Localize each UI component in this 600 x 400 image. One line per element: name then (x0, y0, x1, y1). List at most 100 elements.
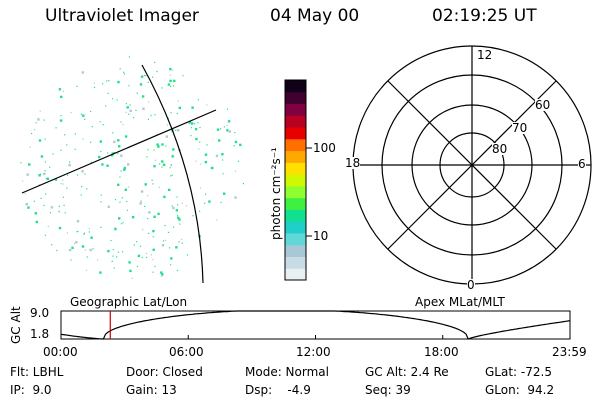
noise-speck (56, 249, 58, 252)
noise-speck (38, 139, 42, 142)
noise-speck (178, 106, 181, 110)
noise-speck (144, 205, 146, 207)
noise-speck (175, 209, 179, 212)
noise-speck (86, 269, 88, 271)
noise-speck (143, 74, 146, 77)
altitude-xtick-0000: 00:00 (43, 345, 78, 359)
noise-speck (110, 239, 112, 242)
noise-speck (129, 104, 131, 106)
noise-speck (161, 244, 165, 247)
noise-speck (128, 113, 130, 115)
noise-speck (119, 176, 121, 178)
noise-speck (43, 119, 45, 121)
colorbar-segment (285, 174, 306, 187)
noise-speck (126, 209, 128, 211)
noise-speck (170, 175, 172, 177)
noise-speck (161, 166, 163, 168)
noise-speck (222, 159, 224, 161)
noise-speck (156, 143, 159, 146)
noise-speck (88, 231, 90, 233)
noise-speck (152, 183, 154, 185)
colorbar-segment (285, 138, 306, 152)
noise-speck (153, 215, 156, 218)
noise-speck (83, 232, 86, 234)
noise-speck (234, 140, 238, 144)
noise-speck (107, 152, 109, 154)
noise-speck (86, 256, 88, 258)
noise-speck (198, 148, 200, 150)
noise-speck (68, 248, 72, 252)
noise-speck (107, 249, 110, 253)
noise-speck (90, 236, 93, 239)
noise-speck (118, 145, 121, 148)
polar-plot (352, 45, 592, 285)
noise-speck (33, 200, 35, 202)
noise-speck (171, 174, 173, 176)
noise-speck (176, 196, 178, 198)
noise-speck (140, 200, 142, 202)
noise-speck (136, 92, 138, 94)
noise-speck (131, 277, 133, 279)
noise-speck (181, 202, 183, 204)
noise-speck (51, 244, 53, 246)
noise-speck (152, 76, 154, 78)
noise-speck (93, 82, 95, 84)
noise-speck (146, 252, 148, 255)
noise-speck (206, 144, 208, 146)
noise-speck (93, 86, 96, 88)
noise-speck (111, 260, 113, 262)
noise-speck (147, 81, 149, 83)
noise-speck (40, 197, 42, 199)
noise-speck (99, 271, 102, 274)
noise-speck (80, 194, 82, 196)
noise-speck (84, 173, 86, 175)
dsp-field: Dsp: -4.9 (245, 383, 311, 397)
noise-speck (127, 163, 130, 166)
noise-speck (44, 161, 47, 163)
noise-speck (191, 122, 194, 125)
colorbar-segment (285, 244, 306, 257)
noise-speck (105, 105, 107, 107)
noise-speck (108, 80, 110, 82)
noise-speck (168, 188, 171, 192)
noise-speck (194, 123, 196, 125)
noise-speck (76, 174, 79, 176)
noise-speck (132, 117, 135, 119)
noise-speck (58, 88, 62, 91)
noise-speck (166, 124, 168, 126)
noise-speck (47, 225, 49, 227)
noise-speck (73, 242, 76, 245)
noise-speck (163, 195, 166, 199)
noise-speck (77, 230, 79, 233)
noise-speck (169, 247, 171, 249)
noise-speck (152, 259, 154, 261)
noise-speck (90, 110, 92, 113)
noise-speck (171, 205, 173, 207)
noise-speck (211, 166, 214, 170)
noise-speck (152, 248, 155, 251)
noise-speck (186, 205, 188, 207)
noise-speck (167, 231, 170, 233)
noise-speck (74, 148, 76, 150)
glon-field: GLon: 94.2 (485, 383, 555, 397)
noise-speck (222, 173, 224, 175)
noise-speck (234, 170, 237, 172)
noise-speck (170, 85, 172, 88)
noise-speck (186, 254, 188, 256)
noise-speck (112, 132, 114, 134)
altitude-x-ticks (60, 335, 571, 339)
filter-field: Flt: LBHL (10, 365, 64, 379)
noise-speck (226, 129, 229, 132)
noise-speck (141, 256, 143, 259)
noise-speck (100, 194, 102, 196)
noise-speck (154, 265, 156, 267)
colorbar (285, 80, 306, 281)
noise-speck (38, 174, 41, 177)
noise-speck (169, 167, 171, 169)
noise-speck (165, 145, 167, 147)
noise-speck (66, 232, 68, 234)
noise-speck (124, 188, 127, 191)
noise-speck (84, 249, 86, 251)
noise-speck (80, 113, 82, 115)
noise-speck (142, 229, 144, 231)
